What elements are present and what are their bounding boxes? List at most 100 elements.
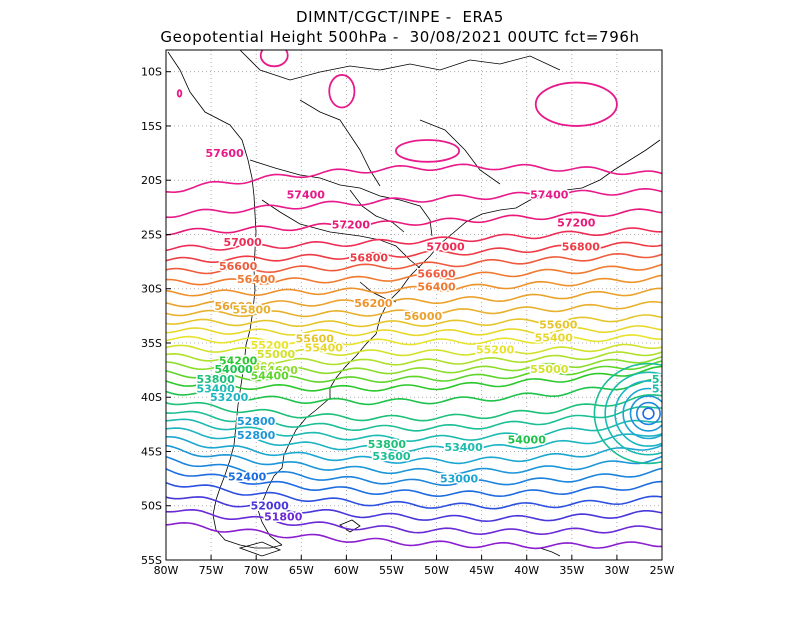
lon-tick-label: 55W: [379, 564, 404, 577]
longitude-axis: 80W 75W 70W 65W 60W 55W 50W 45W 40W 35W 30W 25W: [154, 555, 675, 577]
inland-border: [419, 119, 501, 185]
contour-label: 53600: [372, 450, 411, 463]
contour-56800: [166, 241, 662, 263]
contour-label: 53000: [440, 473, 479, 486]
contour-52400: [166, 468, 662, 498]
closed-contours: [176, 50, 662, 465]
contour-55000: [166, 343, 662, 357]
contour-54000: [166, 378, 662, 406]
coastline: [167, 50, 661, 557]
contour-54200: [166, 365, 662, 392]
low-ring-53000: [622, 387, 662, 440]
contour-label: 57200: [557, 217, 596, 230]
low-ring-52400: [642, 407, 655, 420]
lat-tick-label: 55S: [141, 554, 162, 567]
low-ring-53600: [593, 362, 662, 465]
contour-label: 53400: [444, 441, 483, 454]
contour-53800: [166, 394, 662, 422]
contour-52200: [166, 481, 662, 510]
lon-tick-label: 60W: [334, 564, 359, 577]
contour-label: 53800: [196, 373, 235, 386]
high-ring-57600: [328, 74, 356, 109]
contour-label: 56600: [219, 260, 258, 273]
contour-label: 57200: [332, 219, 371, 232]
contour-57600: [166, 163, 662, 194]
contour-56600: [166, 252, 662, 275]
contour-label: 56000: [214, 300, 253, 313]
contour-label: 56800: [562, 240, 601, 253]
contour-label: 57400: [530, 188, 569, 201]
contour-label: 55200: [476, 343, 515, 356]
contour-label: 53200: [210, 391, 249, 404]
bolivia-border: [299, 99, 381, 187]
north-border: [239, 50, 561, 81]
contour-label: 52800: [237, 415, 276, 428]
contour-55600: [166, 314, 662, 328]
contour-53400: [166, 418, 662, 443]
contour-label: 55000: [257, 348, 296, 361]
contour-53600: [166, 405, 662, 432]
lon-tick-label: 40W: [514, 564, 539, 577]
paraguay-border: [349, 189, 405, 233]
contour-label: 56800: [350, 251, 389, 264]
contour-label: 55400: [535, 332, 574, 345]
east-coast: [257, 139, 661, 546]
low-ring-52600: [635, 401, 661, 426]
contour-57000: [166, 227, 662, 252]
contour-57200: [166, 208, 662, 236]
lat-tick-label: 25S: [141, 228, 162, 241]
contour-label: 56400: [417, 281, 456, 294]
contour-55400: [166, 325, 662, 337]
lon-tick-label: 30W: [604, 564, 629, 577]
lon-tick-label: 25W: [650, 564, 675, 577]
lat-tick-label: 35S: [141, 337, 162, 350]
brazil-border: [249, 159, 433, 237]
contour-52000: [166, 496, 662, 523]
lon-tick-label: 45W: [469, 564, 494, 577]
uruguay-border: [359, 281, 397, 303]
lat-tick-label: 50S: [141, 500, 162, 513]
south-georgia: [539, 547, 561, 557]
contour-label: 52400: [228, 470, 267, 483]
contour-57400: [166, 187, 662, 219]
contour-label: 56600: [417, 268, 456, 281]
contour-54800: [166, 351, 662, 366]
low-ring-53400: [604, 371, 662, 456]
lat-tick-label: 10S: [141, 66, 162, 79]
contour-55200: [166, 334, 662, 346]
contour-lines: [166, 163, 662, 550]
contour-label: 53600: [652, 373, 691, 386]
contour-label: 57000: [426, 240, 465, 253]
contour-53000: [166, 436, 662, 465]
contour-label: 53400: [652, 383, 691, 396]
contour-56000: [166, 287, 662, 308]
latitude-axis: 10S 15S 20S 25S 30S 35S 40S 45S 50S 55S: [141, 66, 171, 567]
contour-52800: [166, 444, 662, 476]
contour-label: 51800: [264, 511, 303, 524]
lat-tick-label: 30S: [141, 283, 162, 296]
contour-label: 52000: [251, 500, 290, 513]
contour-label: 53800: [368, 438, 407, 451]
contour-51600: [166, 521, 662, 550]
argentina-border: [261, 199, 421, 269]
contour-label: 56400: [237, 273, 276, 286]
contour-56400: [166, 263, 662, 286]
contour-label: 56200: [354, 297, 393, 310]
contour-label: 53400: [196, 383, 235, 396]
contour-label: 57400: [287, 188, 326, 201]
lat-tick-label: 45S: [141, 445, 162, 458]
low-ring-52800: [629, 395, 662, 432]
west-coast: [167, 51, 283, 549]
map-subtitle: Geopotential Height 500hPa - 30/08/2021 …: [160, 28, 640, 46]
map-title: DIMNT/CGCT/INPE - ERA5: [296, 8, 504, 26]
contour-label: 56000: [404, 310, 443, 323]
contour-label: 52800: [237, 429, 276, 442]
contour-55800: [166, 300, 662, 318]
lon-tick-label: 50W: [424, 564, 449, 577]
contour-label: 54200: [219, 354, 258, 367]
lon-tick-label: 65W: [289, 564, 314, 577]
lon-tick-label: 80W: [154, 564, 179, 577]
contour-label: 55600: [539, 319, 578, 332]
contour-54600: [166, 355, 662, 375]
